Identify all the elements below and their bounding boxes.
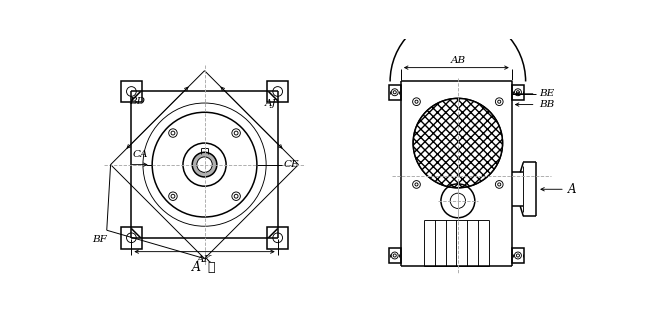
- Circle shape: [197, 157, 213, 172]
- Circle shape: [413, 98, 502, 188]
- Text: CA: CA: [133, 150, 148, 159]
- Text: CE: CE: [284, 160, 300, 169]
- Text: BD: BD: [129, 97, 145, 106]
- Bar: [121, 81, 142, 102]
- Text: AB: AB: [450, 56, 465, 65]
- Text: BF: BF: [92, 235, 107, 244]
- Text: AK: AK: [197, 255, 212, 264]
- Circle shape: [413, 98, 502, 188]
- Bar: [267, 81, 289, 102]
- Text: A: A: [568, 183, 577, 196]
- Bar: [121, 227, 142, 248]
- Text: AJ: AJ: [265, 98, 276, 108]
- Text: A  向: A 向: [192, 260, 217, 274]
- Circle shape: [192, 152, 217, 177]
- Text: BE: BE: [540, 89, 554, 98]
- Text: BB: BB: [540, 100, 554, 109]
- Bar: [267, 227, 289, 248]
